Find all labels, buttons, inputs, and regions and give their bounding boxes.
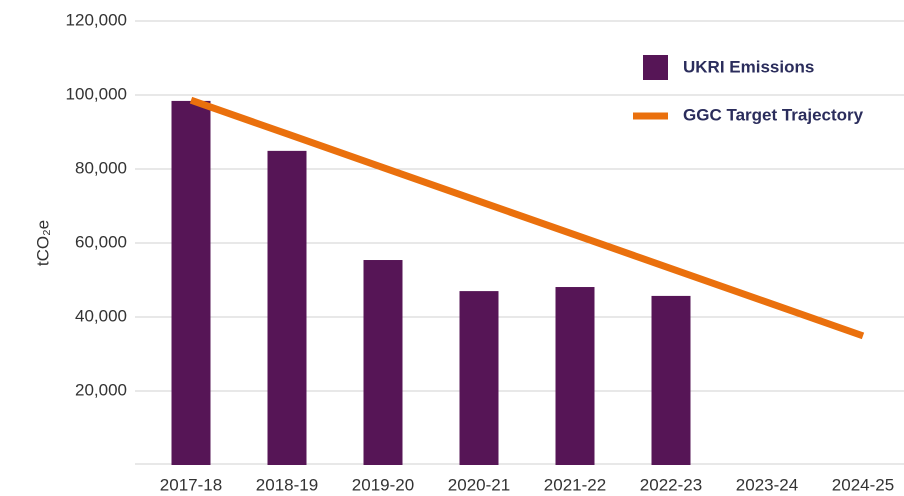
- bar: [267, 150, 307, 465]
- bar: [555, 287, 595, 465]
- x-tick-label: 2020-21: [448, 475, 510, 494]
- y-axis-label: tCO₂e: [33, 220, 52, 266]
- y-tick-label: 60,000: [75, 232, 127, 251]
- bar: [459, 291, 499, 465]
- line: [189, 96, 865, 340]
- legend-label: GGC Target Trajectory: [683, 105, 864, 124]
- x-tick-label: 2023-24: [736, 475, 798, 494]
- legend-label: UKRI Emissions: [683, 57, 814, 76]
- bar: [171, 100, 211, 466]
- bar: [651, 295, 691, 465]
- y-tick-label: 40,000: [75, 306, 127, 325]
- y-tick-label: 80,000: [75, 158, 127, 177]
- x-tick-label: 2024-25: [832, 475, 894, 494]
- x-tick-label: 2017-18: [160, 475, 222, 494]
- y-tick-label: 20,000: [75, 380, 127, 399]
- y-tick-label: 100,000: [66, 84, 127, 103]
- x-tick-label: 2022-23: [640, 475, 702, 494]
- x-tick-label: 2021-22: [544, 475, 606, 494]
- legend-swatch: [643, 55, 668, 80]
- x-tick-label: 2019-20: [352, 475, 414, 494]
- y-tick-label: 120,000: [66, 10, 127, 29]
- x-tick-label: 2018-19: [256, 475, 318, 494]
- bar: [363, 260, 403, 465]
